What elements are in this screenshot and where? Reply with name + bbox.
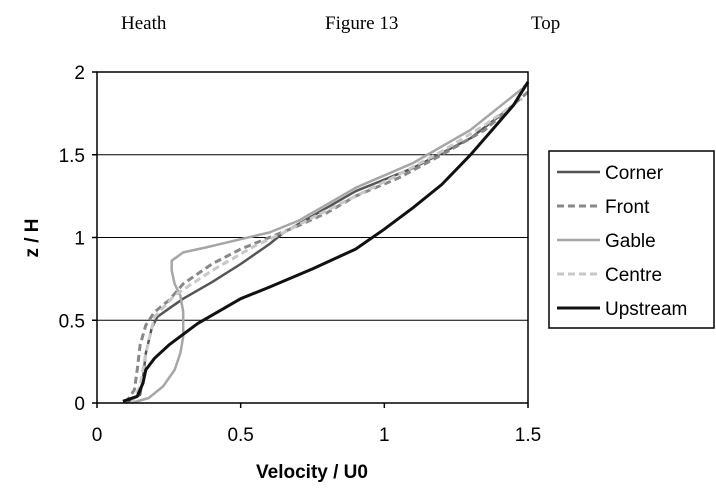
y-tick-label: 1.5: [59, 146, 85, 167]
x-tick-label: 1.5: [515, 425, 541, 446]
legend-label-gable: Gable: [605, 231, 656, 252]
y-tick-label: 0: [74, 394, 85, 415]
series-lines: [122, 81, 530, 405]
x-tick-label: 0: [92, 425, 103, 446]
header-right-text: Top: [531, 13, 560, 34]
y-tick-label: 1: [74, 229, 85, 250]
y-tick-label: 2: [74, 63, 85, 84]
x-tick-label: 1: [379, 425, 390, 446]
y-axis-ticks: 0 0.5 1 1.5 2: [59, 63, 97, 415]
plot-area: 0 0.5 1 1.5 2 0 0.5 1 1.5: [59, 63, 542, 446]
series-line-gable: [131, 87, 524, 405]
header-center-text: Figure 13: [325, 13, 398, 34]
x-tick-label: 0.5: [227, 425, 253, 446]
series-line-front: [124, 90, 529, 404]
gridlines: [97, 154, 528, 321]
series-line-upstream: [122, 81, 530, 403]
y-tick-label: 0.5: [59, 311, 85, 332]
series-line-centre: [130, 97, 524, 404]
legend-label-corner: Corner: [605, 163, 664, 184]
legend: Corner Front Gable Centre Upstream: [548, 150, 715, 329]
header-left-text: Heath: [121, 13, 167, 34]
legend-label-upstream: Upstream: [605, 299, 687, 320]
legend-label-front: Front: [605, 197, 650, 218]
x-axis-label: Velocity / U0: [256, 462, 368, 483]
legend-label-centre: Centre: [605, 265, 662, 286]
x-axis-ticks: 0 0.5 1 1.5: [92, 403, 541, 446]
y-axis-label: z / H: [22, 218, 43, 257]
